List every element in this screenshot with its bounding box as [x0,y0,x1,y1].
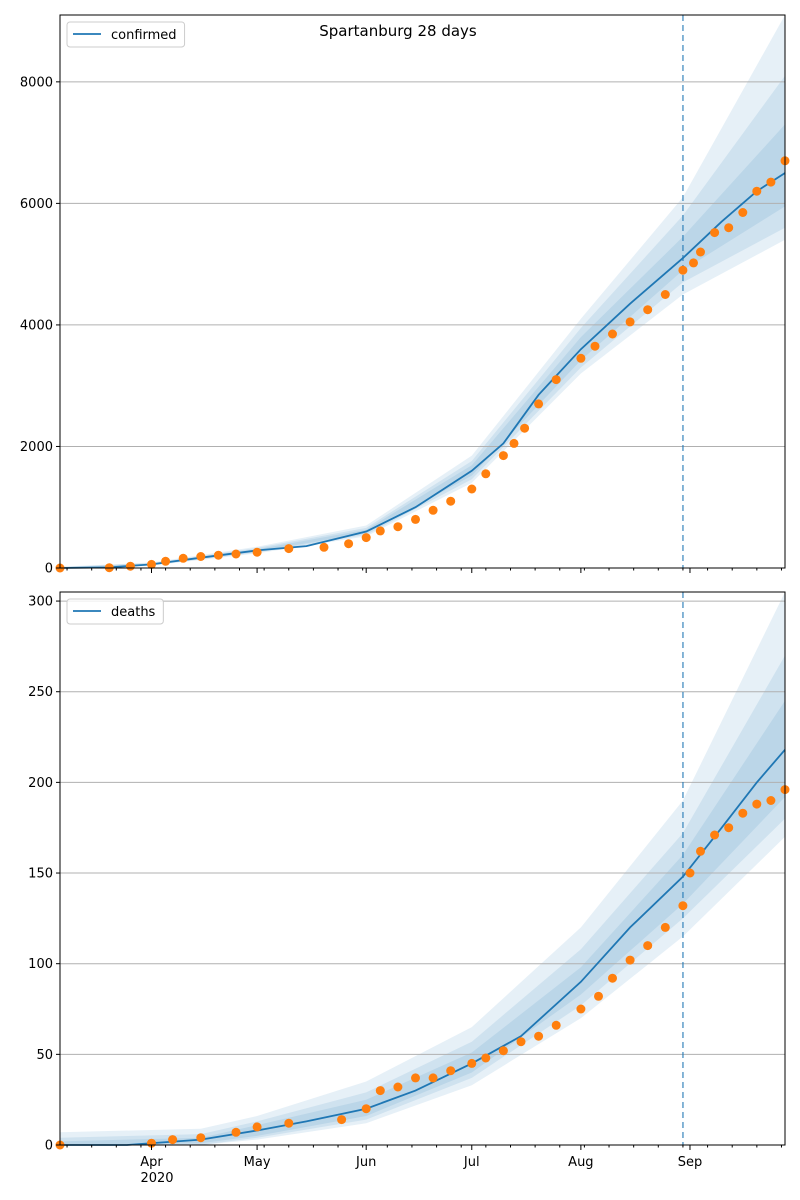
observed-point [196,552,205,561]
observed-point [344,539,353,548]
x-tick-label: Jul [463,1155,480,1170]
observed-point [552,1021,561,1030]
observed-point [686,869,695,878]
observed-point [594,992,603,1001]
y-tick-label: 50 [36,1048,53,1063]
y-tick-label: 250 [28,685,53,700]
y-tick-label: 8000 [20,75,53,90]
x-tick-label: Apr [140,1155,163,1170]
observed-point [678,266,687,275]
observed-point [168,1135,177,1144]
observed-point [411,515,420,524]
observed-point [429,1073,438,1082]
observed-point [446,1066,455,1075]
observed-point [499,1046,508,1055]
observed-point [710,831,719,840]
observed-point [411,1073,420,1082]
observed-point [752,187,761,196]
y-tick-label: 6000 [20,197,53,212]
observed-point [626,317,635,326]
observed-point [534,399,543,408]
confirmed-legend: confirmed [67,22,185,47]
observed-point [608,974,617,983]
observed-point [696,847,705,856]
observed-point [481,469,490,478]
x-tick-label: Sep [678,1155,703,1170]
observed-point [393,1083,402,1092]
y-tick-label: 100 [28,957,53,972]
y-tick-label: 2000 [20,440,53,455]
observed-point [337,1115,346,1124]
observed-point [689,258,698,267]
observed-point [517,1037,526,1046]
observed-point [724,823,733,832]
y-tick-label: 150 [28,867,53,882]
x-tick-label: Aug [568,1155,593,1170]
y-tick-label: 300 [28,595,53,610]
observed-point [393,522,402,531]
observed-point [214,551,223,560]
observed-point [534,1032,543,1041]
observed-point [576,1005,585,1014]
x-tick-label: Jun [355,1155,376,1170]
observed-point [766,796,775,805]
x-tick-label: May [244,1155,271,1170]
observed-point [253,1122,262,1131]
y-tick-label: 0 [45,562,53,577]
y-tick-label: 200 [28,776,53,791]
observed-point [643,305,652,314]
observed-point [232,1128,241,1137]
observed-point [738,208,747,217]
observed-point [376,1086,385,1095]
legend-label: deaths [111,605,156,620]
observed-point [499,451,508,460]
observed-point [284,1119,293,1128]
figure: 02000400060008000 confirmed Spartanburg … [0,0,800,1200]
observed-point [362,1104,371,1113]
observed-point [710,228,719,237]
observed-point [608,330,617,339]
observed-point [320,543,329,552]
observed-point [446,497,455,506]
observed-point [738,809,747,818]
observed-point [752,800,761,809]
observed-point [196,1133,205,1142]
observed-point [362,533,371,542]
y-tick-label: 0 [45,1139,53,1154]
chart-title: Spartanburg 28 days [319,22,477,40]
x-axis-year-label: 2020 [140,1171,173,1186]
observed-point [284,544,293,553]
deaths-legend: deaths [67,599,163,624]
y-tick-label: 4000 [20,318,53,333]
observed-point [467,1059,476,1068]
observed-point [696,248,705,257]
observed-point [179,554,188,563]
observed-point [467,485,476,494]
observed-point [643,941,652,950]
observed-point [232,550,241,559]
observed-point [576,354,585,363]
observed-point [126,562,135,571]
observed-point [626,956,635,965]
observed-point [520,424,529,433]
observed-point [481,1054,490,1063]
observed-point [510,439,519,448]
observed-point [552,375,561,384]
observed-point [661,923,670,932]
observed-point [661,290,670,299]
observed-point [376,526,385,535]
observed-point [429,506,438,515]
legend-label: confirmed [111,28,177,43]
observed-point [766,178,775,187]
observed-point [678,901,687,910]
observed-point [253,548,262,557]
observed-point [161,557,170,566]
observed-point [724,223,733,232]
observed-point [591,342,600,351]
